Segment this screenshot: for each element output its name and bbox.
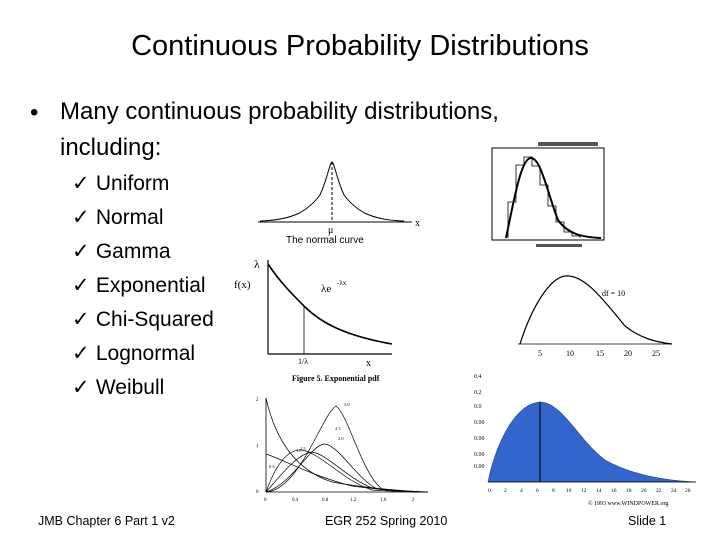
weibull-curve-path: [265, 449, 429, 493]
check-icon: ✓: [72, 240, 90, 263]
blue-density-area: [487, 401, 697, 483]
chi-squared-curve-path: [519, 275, 673, 345]
x-tick-label: 26: [685, 488, 691, 494]
x-tick-label: 0: [264, 498, 267, 503]
df-label: df = 10: [602, 289, 625, 298]
x-tick-label: 15: [596, 349, 604, 358]
exponential-figure: λ f(x) λe -λx 1/λ x Figure 5. Exponentia…: [234, 257, 393, 383]
curve-label: 1.5: [300, 446, 306, 451]
y-tick-label: 0.00: [474, 436, 485, 442]
y-tick-label: 0.0: [474, 404, 482, 410]
bullet-text: Many continuous probability distribution…: [60, 98, 499, 161]
x-tick-label: 0.4: [292, 498, 299, 503]
y-tick-label: 0.00: [474, 464, 485, 470]
list-item-exponential: ✓ Exponential: [72, 273, 206, 298]
fx-label: f(x): [234, 279, 251, 291]
y-tick-label: 1: [256, 444, 259, 449]
histogram-header: [538, 142, 598, 146]
list-item-label: Exponential: [95, 274, 206, 297]
curve-label: 3.0: [344, 402, 350, 407]
y-tick-label: 0.00: [474, 452, 485, 458]
footer-center: EGR 252 Spring 2010: [325, 514, 448, 528]
blue-distribution-figure: 0.4 0.2 0.0 0.00 0.00 0.00 0.00 0 2 4 6 …: [474, 374, 697, 507]
list-item-label: Uniform: [95, 172, 170, 195]
check-icon: ✓: [72, 308, 90, 331]
normal-curve-figure: μ x The normal curve: [258, 161, 420, 246]
y-tick-label: 0.4: [474, 374, 482, 380]
y-tick-label: 2: [256, 398, 259, 403]
normal-caption: The normal curve: [286, 235, 364, 246]
gamma-histogram-figure: [491, 142, 605, 247]
x-tick-label: 20: [624, 349, 632, 358]
curve-label: 1.0: [296, 448, 302, 453]
x-tick-label: 16: [611, 488, 617, 494]
x-tick-label: 2: [412, 498, 415, 503]
weibull-curve-path: [265, 397, 429, 493]
list-item-lognormal: ✓ Lognormal: [72, 341, 195, 366]
x-tick-label: 1.2: [350, 498, 357, 503]
histogram-bars: [507, 156, 581, 238]
x-tick-label: 8: [552, 488, 555, 494]
list-item-gamma: ✓ Gamma: [72, 239, 171, 264]
x-tick-label: 1.6: [380, 498, 387, 503]
list-item-label: Normal: [95, 206, 164, 229]
weibull-curve-path: [265, 405, 429, 493]
formula-exponent: -λx: [337, 279, 347, 287]
x-tick-label: 14: [596, 488, 602, 494]
x-tick-label: 12: [581, 488, 587, 494]
check-icon: ✓: [72, 172, 90, 195]
x-tick-label: 18: [626, 488, 632, 494]
x-tick-label: 5: [538, 349, 542, 358]
x-tick-label: 24: [671, 488, 677, 494]
list-item-label: Gamma: [95, 240, 171, 263]
y-tick-label: 0.00: [474, 420, 485, 426]
x-axis-caption: [536, 244, 582, 247]
credit-text: © 1993 www.WINDPOWER.org: [588, 500, 668, 507]
footer-left: JMB Chapter 6 Part 1 v2: [38, 514, 175, 528]
histogram-frame: [491, 147, 605, 241]
x-tick-label: 4: [520, 488, 523, 494]
x-tick-label: 2: [504, 488, 507, 494]
list-item-label: Lognormal: [95, 342, 196, 365]
x-tick-label: 10: [566, 488, 572, 494]
bullet-dot: •: [30, 99, 39, 126]
tick-label: 1/λ: [298, 357, 308, 366]
x-axis-label: x: [366, 358, 371, 369]
mu-label: μ: [328, 225, 333, 236]
list-item-normal: ✓ Normal: [72, 205, 164, 230]
y-tick-label: 0.2: [474, 390, 482, 396]
list-item-weibull: ✓ Weibull: [72, 375, 164, 400]
gamma-curve-path: [505, 156, 602, 239]
x-tick-label: 10: [566, 349, 574, 358]
exponential-caption: Figure 5. Exponential pdf: [292, 374, 380, 383]
x-tick-labels: 0 2 4 6 8 10 12 14 16 18 20 22 24 26: [488, 488, 691, 494]
exponential-curve-path: [267, 263, 393, 345]
x-tick-label: 0: [488, 488, 491, 494]
slide-title: Continuous Probability Distributions: [131, 30, 589, 62]
chi-squared-figure: df = 10 5 10 15 20 25: [518, 275, 673, 358]
y-tick-label: 0: [256, 490, 259, 495]
curve-label: 0.5: [269, 464, 275, 469]
check-icon: ✓: [72, 206, 90, 229]
list-item-chi-squared: ✓ Chi-Squared: [72, 307, 214, 332]
check-icon: ✓: [72, 274, 90, 297]
list-item-label: Weibull: [95, 376, 165, 399]
weibull-figure: 2 1 0 0 0.4 0.8 1.2 1.6 2 0.5 1.0 1.5 2.…: [256, 397, 429, 503]
formula-label: λe: [321, 283, 331, 295]
x-tick-label: 20: [641, 488, 647, 494]
lambda-label: λ: [254, 257, 260, 271]
x-tick-label: 22: [656, 488, 662, 494]
x-tick-label: 25: [652, 349, 660, 358]
curve-label: 2.5: [335, 426, 341, 431]
curve-label: 2.0: [338, 436, 344, 441]
list-item-label: Chi-Squared: [95, 308, 214, 331]
x-axis-label: x: [415, 218, 420, 229]
list-item-uniform: ✓ Uniform: [72, 171, 169, 196]
x-tick-label: 0.8: [322, 498, 329, 503]
weibull-curve-path: [265, 451, 429, 493]
check-icon: ✓: [72, 342, 90, 365]
x-tick-label: 6: [536, 488, 539, 494]
check-icon: ✓: [72, 376, 90, 399]
slide-number: Slide 1: [628, 514, 667, 528]
